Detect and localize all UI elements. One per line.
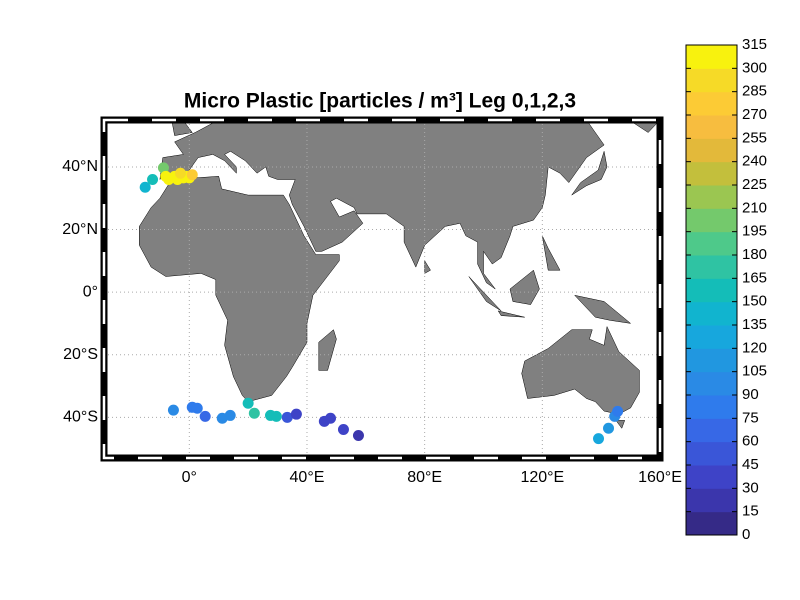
sample-point	[603, 422, 615, 434]
colorbar-bin	[686, 488, 737, 513]
landmass	[468, 276, 502, 312]
colorbar-tick-label: 255	[742, 129, 767, 146]
colorbar-tick-label: 120	[742, 339, 767, 356]
sample-point	[139, 181, 151, 193]
sample-point	[242, 397, 254, 409]
colorbar-tick-label: 300	[742, 59, 767, 76]
colorbar-bin	[686, 138, 737, 163]
sample-point	[199, 410, 211, 422]
sample-point	[593, 433, 605, 445]
colorbar-tick-label: 210	[742, 199, 767, 216]
grid: 0° 40°E 80°E 120°E 160°E 40°N 20°N 0° 20°S 40°S	[62, 120, 682, 486]
colorbar-bin	[686, 395, 737, 419]
colorbar-tick-label: 90	[742, 386, 759, 403]
colorbar-tick-label: 45	[742, 456, 759, 473]
colorbar-tick-label: 60	[742, 433, 759, 450]
landmass	[159, 120, 660, 290]
colorbar-tick-label: 195	[742, 223, 767, 240]
colorbar-bin	[686, 68, 737, 93]
colorbar-bin	[686, 208, 737, 233]
sample-point	[281, 411, 293, 423]
colorbar-tick-label: 105	[742, 363, 767, 380]
colorbar-bin	[686, 465, 737, 489]
y-tick-label: 40°S	[63, 409, 98, 426]
sample-point	[191, 402, 203, 414]
colorbar: 0 15 30 45 60 75 90 105 120 135 150 165 180 195 210 225…	[685, 36, 767, 543]
points	[139, 162, 624, 445]
landmass	[424, 259, 431, 274]
colorbar-tick-label: 225	[742, 176, 767, 193]
colorbar-bin	[686, 348, 737, 373]
sample-point	[270, 410, 282, 422]
colorbar-tick-label: 135	[742, 316, 767, 333]
colorbar-bin	[686, 45, 737, 69]
landmass	[497, 310, 525, 318]
colorbar-tick-label: 165	[742, 269, 767, 286]
sample-point	[186, 169, 198, 181]
colorbar-bin	[686, 278, 737, 303]
colorbar-bin	[686, 161, 737, 186]
sample-point	[337, 424, 349, 436]
colorbar-bin	[686, 371, 737, 396]
colorbar-bin	[686, 325, 737, 349]
y-tick-label: 20°S	[63, 346, 98, 363]
landmass	[615, 420, 626, 429]
y-tick-label: 40°N	[62, 158, 98, 175]
sample-point	[157, 162, 169, 174]
colorbar-bin	[686, 511, 737, 536]
colorbar-tick-label: 315	[742, 36, 767, 53]
colorbar-frame	[685, 44, 738, 536]
colorbar-bin	[686, 231, 737, 256]
colorbar-bin	[686, 301, 737, 326]
colorbar-tick-label: 30	[742, 479, 759, 496]
sample-point	[248, 407, 260, 419]
colorbar-tick-label: 150	[742, 293, 767, 310]
x-tick-label: 80°E	[407, 469, 442, 486]
sample-point	[290, 408, 302, 420]
colorbar-tick-label: 180	[742, 246, 767, 263]
colorbar-bin	[686, 185, 737, 209]
landmass	[318, 329, 337, 371]
colorbar-tick-label: 285	[742, 83, 767, 100]
landmass	[571, 151, 608, 196]
colorbar-bin	[686, 418, 737, 443]
colorbar-tick-label: 0	[742, 526, 750, 543]
x-tick-label: 0°	[182, 469, 197, 486]
sample-point	[147, 173, 159, 185]
chart-title: Micro Plastic [particles / m³] Leg 0,1,2…	[184, 90, 576, 113]
sample-point	[325, 412, 337, 424]
x-tick-label: 120°E	[520, 469, 564, 486]
colorbar-tick-label: 75	[742, 409, 759, 426]
x-tick-label: 40°E	[290, 469, 325, 486]
landmass	[521, 325, 640, 415]
sample-point	[167, 404, 179, 416]
colorbar-tick-label: 270	[742, 106, 767, 123]
sample-point	[352, 429, 364, 441]
colorbar-bin	[686, 115, 737, 139]
land	[139, 120, 660, 429]
map-frame-ticks	[102, 118, 662, 460]
landmass	[573, 294, 632, 324]
y-tick-label: 20°N	[62, 221, 98, 238]
x-tick-label: 160°E	[638, 469, 682, 486]
y-tick-label: 0°	[83, 283, 98, 300]
sample-point	[174, 167, 186, 179]
colorbar-bin	[686, 441, 737, 466]
sample-point	[612, 405, 624, 417]
sample-point	[224, 409, 236, 421]
colorbar-bin	[686, 91, 737, 116]
colorbar-tick-label: 15	[742, 503, 759, 520]
landmass	[509, 269, 540, 305]
landmass	[542, 235, 561, 271]
colorbar-bin	[686, 255, 737, 279]
colorbar-tick-label: 240	[742, 153, 767, 170]
